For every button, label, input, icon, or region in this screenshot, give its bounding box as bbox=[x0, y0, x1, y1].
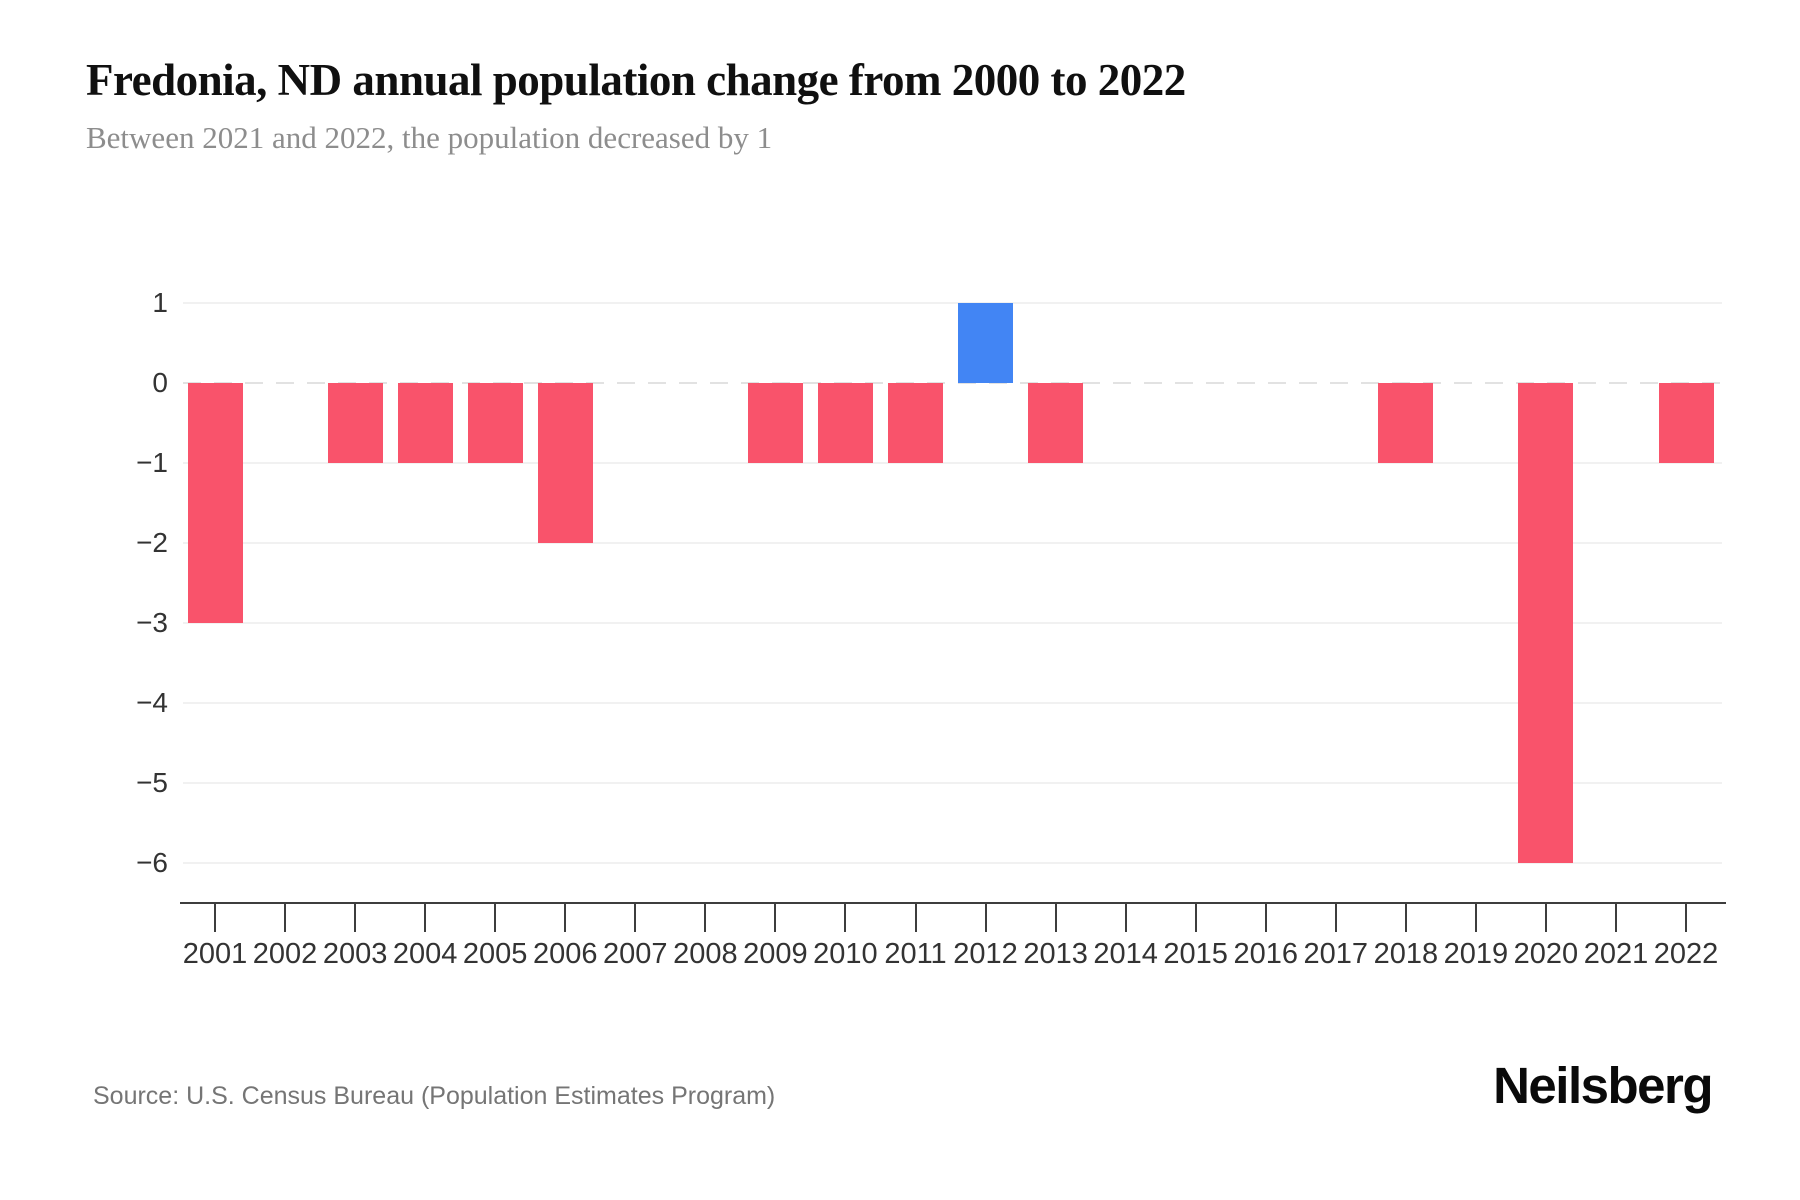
x-tick-2007 bbox=[634, 902, 637, 932]
x-axis-label-2013: 2013 bbox=[1023, 938, 1088, 970]
bar-2009[interactable] bbox=[747, 383, 803, 463]
bar-2022[interactable] bbox=[1658, 383, 1714, 463]
bar-2010[interactable] bbox=[817, 383, 873, 463]
x-axis-label-2007: 2007 bbox=[603, 938, 668, 970]
x-axis-line bbox=[180, 902, 1726, 904]
x-axis-label-2014: 2014 bbox=[1093, 938, 1158, 970]
x-tick-2001 bbox=[214, 902, 216, 932]
x-axis-label-2009: 2009 bbox=[743, 938, 808, 970]
x-axis-label-2020: 2020 bbox=[1513, 938, 1579, 970]
x-axis-label-2022: 2022 bbox=[1653, 938, 1719, 970]
gridline--2 bbox=[183, 542, 1722, 544]
gridline--5 bbox=[183, 782, 1722, 784]
y-axis-label--4: −4 bbox=[136, 687, 168, 718]
y-axis-label--5: −5 bbox=[136, 767, 168, 798]
x-tick-2016 bbox=[1264, 902, 1267, 932]
x-tick-2005 bbox=[494, 902, 497, 932]
bar-2004[interactable] bbox=[397, 383, 453, 463]
x-tick-2003 bbox=[354, 902, 357, 932]
x-tick-2021 bbox=[1615, 902, 1617, 932]
x-axis-label-2001: 2001 bbox=[182, 938, 248, 970]
bar-2020[interactable] bbox=[1518, 383, 1574, 863]
x-tick-2018 bbox=[1404, 902, 1407, 932]
neilsberg-logo: Neilsberg bbox=[1493, 1057, 1713, 1114]
gridline--1 bbox=[183, 462, 1722, 464]
gridline--3 bbox=[183, 622, 1722, 624]
x-tick-2019 bbox=[1474, 902, 1477, 932]
x-tick-2022 bbox=[1685, 902, 1688, 932]
zero-gridline bbox=[183, 382, 1722, 384]
bar-2005[interactable] bbox=[467, 383, 523, 463]
x-tick-2010 bbox=[844, 902, 847, 932]
gridline--6 bbox=[183, 862, 1722, 864]
bar-2001[interactable] bbox=[187, 383, 243, 623]
y-axis-label--6: −6 bbox=[136, 847, 168, 878]
x-tick-2008 bbox=[704, 902, 707, 932]
x-axis-label-2017: 2017 bbox=[1303, 938, 1369, 970]
x-tick-2014 bbox=[1124, 902, 1127, 932]
source-note: Source: U.S. Census Bureau (Population E… bbox=[93, 1082, 776, 1110]
x-tick-2015 bbox=[1194, 902, 1197, 932]
gridline-1 bbox=[183, 302, 1722, 304]
bar-2012[interactable] bbox=[958, 303, 1014, 383]
x-tick-2011 bbox=[914, 902, 917, 932]
y-axis-label-0: 0 bbox=[152, 367, 168, 398]
chart-subtitle: Between 2021 and 2022, the population de… bbox=[86, 120, 773, 155]
x-tick-2006 bbox=[564, 902, 567, 932]
bar-2006[interactable] bbox=[537, 383, 593, 543]
x-tick-2002 bbox=[284, 902, 287, 932]
x-axis-label-2003: 2003 bbox=[322, 938, 388, 970]
x-axis-label-2004: 2004 bbox=[392, 938, 458, 970]
x-axis-label-2011: 2011 bbox=[884, 938, 947, 970]
x-tick-2004 bbox=[424, 902, 427, 932]
y-axis-label--2: −2 bbox=[136, 527, 168, 558]
x-axis-label-2006: 2006 bbox=[532, 938, 598, 970]
x-axis-label-2021: 2021 bbox=[1583, 938, 1649, 970]
x-tick-2013 bbox=[1054, 902, 1057, 932]
x-axis-label-2002: 2002 bbox=[252, 938, 318, 970]
bar-2011[interactable] bbox=[888, 383, 943, 463]
x-tick-2020 bbox=[1544, 902, 1547, 932]
y-axis-label--1: −1 bbox=[136, 447, 168, 478]
bar-2003[interactable] bbox=[327, 383, 383, 463]
x-axis-label-2008: 2008 bbox=[673, 938, 738, 970]
bar-2013[interactable] bbox=[1028, 383, 1084, 463]
y-axis-label--3: −3 bbox=[136, 607, 168, 638]
x-axis-label-2005: 2005 bbox=[462, 938, 528, 970]
bar-2018[interactable] bbox=[1378, 383, 1434, 463]
x-axis-label-2019: 2019 bbox=[1443, 938, 1509, 970]
x-tick-2009 bbox=[774, 902, 777, 932]
x-axis-label-2016: 2016 bbox=[1233, 938, 1298, 970]
x-axis-label-2015: 2015 bbox=[1163, 938, 1228, 970]
x-axis-label-2010: 2010 bbox=[813, 938, 878, 970]
y-axis-label-1: 1 bbox=[152, 287, 168, 318]
chart-title: Fredonia, ND annual population change fr… bbox=[86, 55, 1186, 105]
x-tick-2012 bbox=[984, 902, 987, 932]
gridline--4 bbox=[183, 702, 1722, 704]
x-tick-2017 bbox=[1334, 902, 1337, 932]
x-axis-label-2018: 2018 bbox=[1373, 938, 1439, 970]
x-axis-label-2012: 2012 bbox=[953, 938, 1018, 970]
